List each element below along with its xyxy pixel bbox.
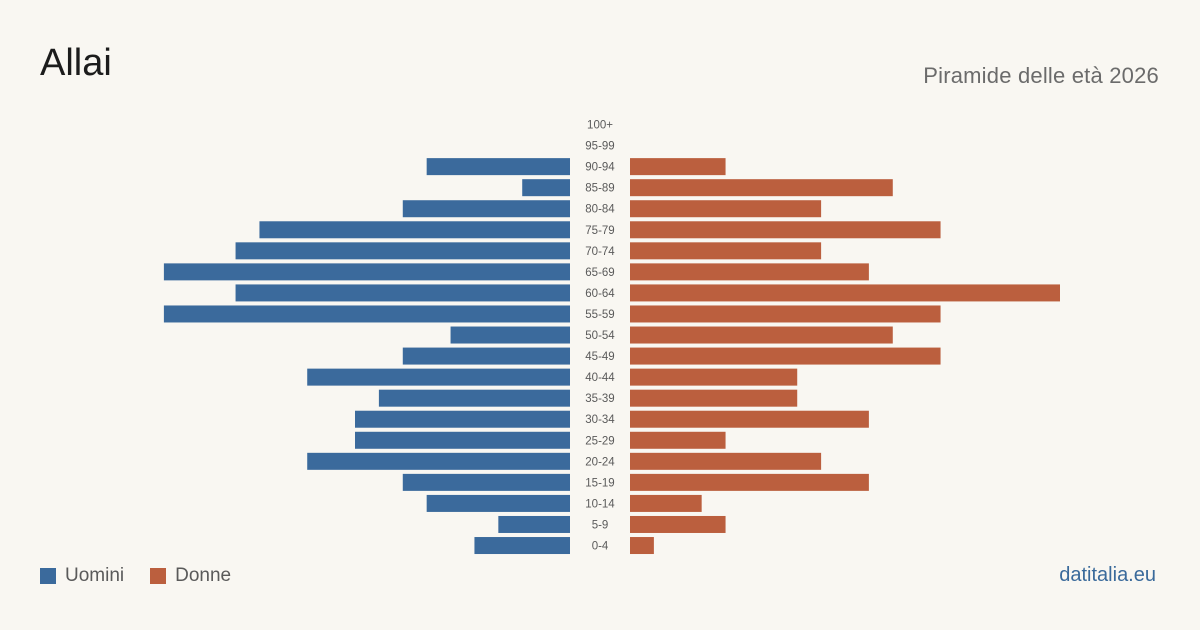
bar-men-55-59 bbox=[163, 305, 570, 323]
bar-women-20-24 bbox=[630, 452, 822, 470]
bar-women-45-49 bbox=[630, 347, 941, 365]
bar-men-10-14 bbox=[426, 494, 570, 512]
age-label-10-14: 10-14 bbox=[585, 498, 615, 510]
bar-men-70-74 bbox=[235, 242, 571, 260]
bar-men-65-69 bbox=[163, 263, 570, 281]
age-label-20-24: 20-24 bbox=[585, 456, 615, 468]
legend-item-women: Donne bbox=[150, 565, 231, 587]
bar-men-5-9 bbox=[498, 515, 570, 533]
bar-men-85-89 bbox=[522, 179, 570, 197]
bar-men-35-39 bbox=[378, 389, 570, 407]
age-label-30-34: 30-34 bbox=[585, 414, 615, 426]
age-label-15-19: 15-19 bbox=[585, 477, 614, 489]
bar-women-25-29 bbox=[630, 431, 726, 449]
bar-women-30-34 bbox=[630, 410, 869, 428]
age-label-25-29: 25-29 bbox=[585, 435, 614, 447]
age-label-95-99: 95-99 bbox=[585, 141, 614, 153]
age-label-0-4: 0-4 bbox=[592, 541, 609, 553]
age-label-65-69: 65-69 bbox=[585, 267, 614, 279]
legend-swatch-women bbox=[150, 568, 167, 584]
legend-swatch-men bbox=[40, 568, 56, 584]
age-label-70-74: 70-74 bbox=[585, 246, 615, 258]
bar-men-90-94 bbox=[426, 158, 570, 176]
age-label-35-39: 35-39 bbox=[585, 393, 614, 405]
bar-women-0-4 bbox=[630, 537, 654, 555]
bar-men-0-4 bbox=[474, 537, 570, 555]
bar-women-85-89 bbox=[630, 179, 893, 197]
bar-women-60-64 bbox=[630, 284, 1060, 302]
bar-women-55-59 bbox=[630, 305, 941, 323]
age-label-80-84: 80-84 bbox=[585, 204, 615, 216]
age-label-85-89: 85-89 bbox=[585, 183, 614, 195]
bar-women-10-14 bbox=[630, 494, 702, 512]
source-link[interactable]: datitalia.eu bbox=[1059, 564, 1156, 586]
age-label-55-59: 55-59 bbox=[585, 309, 614, 321]
bar-women-5-9 bbox=[630, 515, 726, 533]
legend-label-men: Uomini bbox=[65, 565, 125, 586]
legend-label-women: Donne bbox=[175, 565, 232, 586]
bar-men-60-64 bbox=[235, 284, 571, 302]
bar-men-15-19 bbox=[402, 473, 570, 491]
age-label-45-49: 45-49 bbox=[585, 351, 614, 363]
bar-women-50-54 bbox=[630, 326, 893, 344]
bar-men-40-44 bbox=[307, 368, 570, 386]
chart-subtitle: Piramide delle età 2026 bbox=[923, 63, 1159, 88]
age-label-75-79: 75-79 bbox=[585, 225, 614, 237]
bar-women-35-39 bbox=[630, 389, 798, 407]
bar-women-65-69 bbox=[630, 263, 869, 281]
bar-men-45-49 bbox=[402, 347, 570, 365]
bar-women-80-84 bbox=[630, 200, 822, 218]
legend: Uomini Donne bbox=[40, 565, 257, 587]
age-label-90-94: 90-94 bbox=[585, 162, 615, 174]
age-label-60-64: 60-64 bbox=[585, 288, 615, 300]
bar-men-25-29 bbox=[355, 431, 570, 449]
bar-men-30-34 bbox=[355, 410, 570, 428]
bar-men-20-24 bbox=[307, 452, 570, 470]
legend-item-men: Uomini bbox=[40, 565, 124, 587]
bar-women-70-74 bbox=[630, 242, 822, 260]
age-label-5-9: 5-9 bbox=[592, 519, 609, 531]
age-label-50-54: 50-54 bbox=[585, 330, 615, 342]
age-label-40-44: 40-44 bbox=[585, 372, 615, 384]
bar-women-40-44 bbox=[630, 368, 798, 386]
chart-title: Allai bbox=[40, 42, 112, 84]
bar-men-50-54 bbox=[450, 326, 570, 344]
bar-men-80-84 bbox=[402, 200, 570, 218]
bar-women-90-94 bbox=[630, 158, 726, 176]
bar-women-75-79 bbox=[630, 221, 941, 239]
bar-women-15-19 bbox=[630, 473, 869, 491]
age-label-100+: 100+ bbox=[587, 120, 613, 132]
bar-men-75-79 bbox=[259, 221, 570, 239]
